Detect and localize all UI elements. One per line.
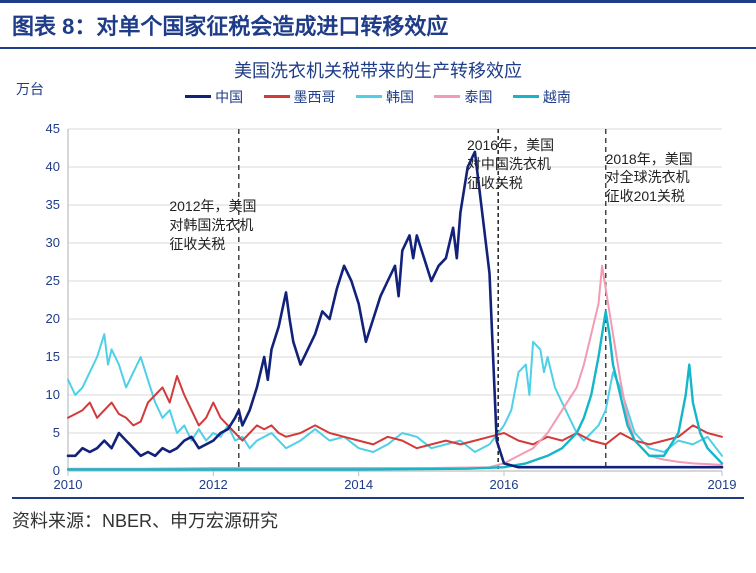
source-footer: 资料来源：NBER、申万宏源研究	[0, 499, 756, 533]
svg-text:2012: 2012	[199, 477, 228, 492]
legend-item: 泰国	[434, 87, 492, 107]
legend-item: 中国	[185, 87, 243, 107]
svg-text:2010: 2010	[54, 477, 83, 492]
legend-item: 墨西哥	[264, 87, 336, 107]
figure: 图表 8：对单个国家征税会造成进口转移效应 美国洗衣机关税带来的生产转移效应 万…	[0, 0, 756, 573]
annotation: 2016年，美国对中国洗衣机征收关税	[467, 136, 554, 193]
svg-text:20: 20	[46, 311, 60, 326]
svg-text:15: 15	[46, 349, 60, 364]
legend-swatch	[356, 95, 382, 98]
legend-label: 越南	[543, 87, 571, 107]
svg-text:30: 30	[46, 235, 60, 250]
svg-text:2014: 2014	[344, 477, 373, 492]
plot: 05101520253035404520102012201420162019 2…	[68, 129, 722, 471]
svg-text:2016: 2016	[490, 477, 519, 492]
legend-label: 墨西哥	[294, 87, 336, 107]
svg-text:35: 35	[46, 197, 60, 212]
legend-item: 韩国	[356, 87, 414, 107]
svg-text:0: 0	[53, 463, 60, 478]
legend-swatch	[434, 95, 460, 98]
legend-swatch	[264, 95, 290, 98]
chart-area: 美国洗衣机关税带来的生产转移效应 万台 中国 墨西哥 韩国 泰国 越南 0510…	[24, 57, 732, 497]
legend: 中国 墨西哥 韩国 泰国 越南	[24, 85, 732, 107]
svg-text:10: 10	[46, 387, 60, 402]
legend-swatch	[513, 95, 539, 98]
annotation: 2018年，美国对全球洗衣机征收201关税	[606, 150, 693, 207]
figure-title: 图表 8：对单个国家征税会造成进口转移效应	[12, 9, 744, 41]
legend-label: 中国	[215, 87, 243, 107]
svg-text:45: 45	[46, 121, 60, 136]
svg-text:25: 25	[46, 273, 60, 288]
annotation: 2012年，美国对韩国洗衣机征收关税	[169, 197, 256, 254]
svg-text:40: 40	[46, 159, 60, 174]
legend-label: 泰国	[464, 87, 492, 107]
legend-item: 越南	[513, 87, 571, 107]
legend-label: 韩国	[386, 87, 414, 107]
svg-text:2019: 2019	[708, 477, 737, 492]
chart-title: 美国洗衣机关税带来的生产转移效应	[24, 57, 732, 83]
legend-swatch	[185, 95, 211, 98]
header-bar: 图表 8：对单个国家征税会造成进口转移效应	[0, 0, 756, 49]
svg-text:5: 5	[53, 425, 60, 440]
y-axis-label: 万台	[16, 79, 44, 99]
